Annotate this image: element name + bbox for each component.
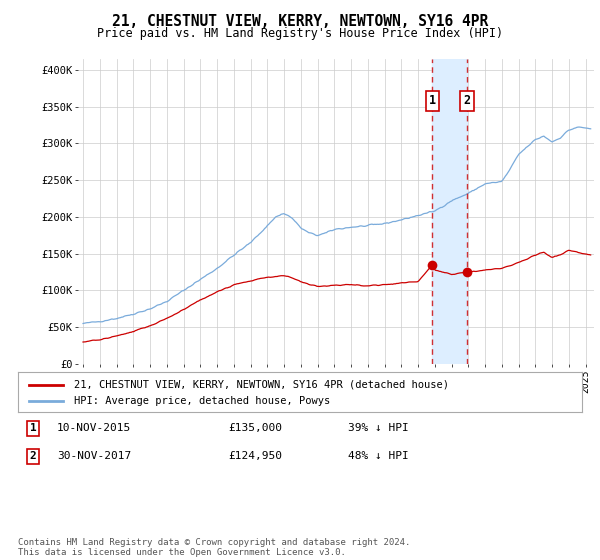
Text: 48% ↓ HPI: 48% ↓ HPI: [348, 451, 409, 461]
Text: Contains HM Land Registry data © Crown copyright and database right 2024.
This d: Contains HM Land Registry data © Crown c…: [18, 538, 410, 557]
Text: 10-NOV-2015: 10-NOV-2015: [57, 423, 131, 433]
Text: 30-NOV-2017: 30-NOV-2017: [57, 451, 131, 461]
Text: 21, CHESTNUT VIEW, KERRY, NEWTOWN, SY16 4PR (detached house): 21, CHESTNUT VIEW, KERRY, NEWTOWN, SY16 …: [74, 380, 449, 390]
Text: £135,000: £135,000: [228, 423, 282, 433]
Bar: [433, 59, 467, 364]
Text: £124,950: £124,950: [228, 451, 282, 461]
Text: Price paid vs. HM Land Registry's House Price Index (HPI): Price paid vs. HM Land Registry's House …: [97, 27, 503, 40]
Text: 1: 1: [29, 423, 37, 433]
Text: 39% ↓ HPI: 39% ↓ HPI: [348, 423, 409, 433]
Text: 1: 1: [429, 94, 436, 107]
Text: 21, CHESTNUT VIEW, KERRY, NEWTOWN, SY16 4PR: 21, CHESTNUT VIEW, KERRY, NEWTOWN, SY16 …: [112, 14, 488, 29]
Text: 2: 2: [463, 94, 470, 107]
Text: HPI: Average price, detached house, Powys: HPI: Average price, detached house, Powy…: [74, 395, 331, 405]
Text: 2: 2: [29, 451, 37, 461]
